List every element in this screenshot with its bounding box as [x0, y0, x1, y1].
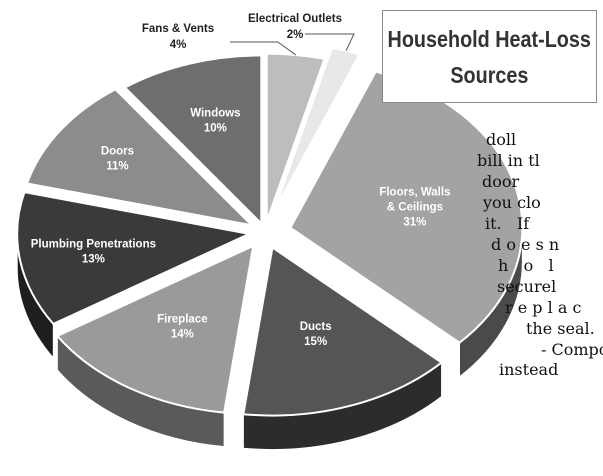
- body-text-line-3: door: [482, 172, 520, 191]
- pie-slices-layer: [16, 46, 524, 417]
- pie-callout-labels: Fans & Vents 4% Electrical Outlets 2%: [142, 13, 355, 56]
- chart-title-line-1: Household Heat-Loss: [387, 25, 592, 52]
- body-text-line-7: h o l: [498, 256, 554, 275]
- slice-value-label: 14%: [171, 328, 194, 340]
- body-text-line-1: doll: [486, 130, 517, 149]
- callout-leader-fans-vents: [230, 41, 297, 56]
- chart-title-line-2: Sources: [450, 61, 529, 88]
- pie-slice-doors: [25, 88, 255, 227]
- body-text-line-5: it. If: [485, 214, 530, 233]
- slice-label: Doors: [101, 146, 134, 158]
- callout-value-label: 2%: [287, 29, 304, 41]
- slice-value-label: 31%: [403, 217, 426, 229]
- slice-value-label: 10%: [204, 123, 227, 135]
- callout-leader-electrical-outlets: [305, 33, 355, 52]
- slice-value-label: 15%: [304, 336, 327, 348]
- pie-slice-fireplace: [55, 244, 255, 414]
- chart-title-box: Household Heat-Loss Sources: [382, 10, 597, 103]
- pie-slice-plumbing-penetrations: [16, 190, 253, 326]
- body-text-line-4: you clo: [483, 193, 541, 212]
- slice-label: Windows: [190, 108, 240, 120]
- pie-slice-electrical-outlets: [273, 46, 362, 212]
- body-text-line-2: bill in tl: [477, 151, 540, 170]
- slice-label: Plumbing Penetrations: [31, 238, 156, 250]
- body-text-line-9: r e p l a c: [505, 298, 582, 317]
- slice-label: Fireplace: [157, 313, 208, 325]
- pie-slice-fans-vents: [265, 52, 326, 222]
- slice-value-label: 11%: [106, 161, 128, 173]
- callout-label: Electrical Outlets: [248, 13, 342, 25]
- body-text-line-6: d o e s n: [491, 235, 560, 254]
- slice-label: & Ceilings: [387, 202, 443, 214]
- body-text-line-11: - Compo: [541, 340, 603, 359]
- pie-slice-ducts: [242, 245, 444, 417]
- callout-label: Fans & Vents: [142, 23, 214, 35]
- pie-labels-layer: Floors, Walls & Ceilings 31% Ducts 15% Firepl…: [31, 108, 451, 348]
- body-text-line-12: instead: [499, 360, 559, 379]
- slice-value-label: 13%: [82, 253, 105, 265]
- pie-slice-windows: [123, 54, 263, 226]
- slice-label: Ducts: [300, 321, 332, 333]
- body-text-line-10: the seal.: [526, 319, 595, 338]
- slice-label: Floors, Walls: [379, 187, 450, 199]
- body-text-line-8: securel: [497, 277, 557, 296]
- callout-value-label: 4%: [170, 39, 187, 51]
